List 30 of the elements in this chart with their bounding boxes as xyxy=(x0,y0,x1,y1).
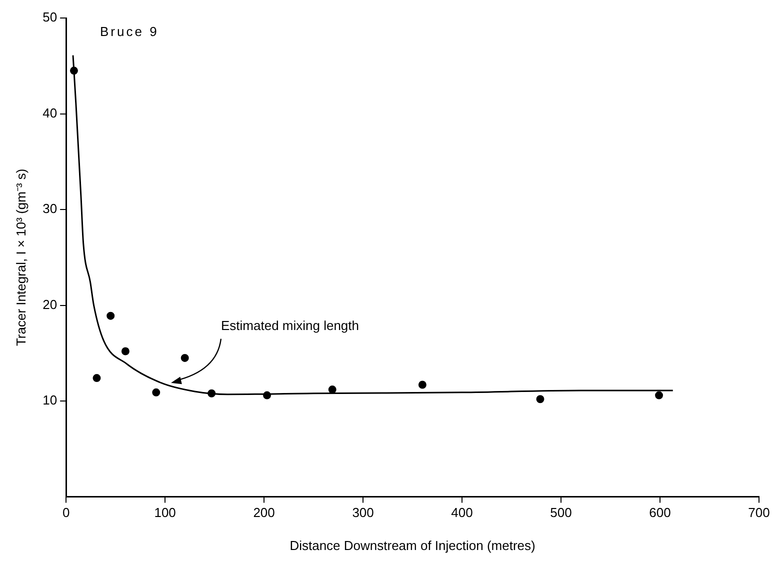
x-tick-label: 300 xyxy=(352,505,374,520)
x-tick-label: 700 xyxy=(748,505,770,520)
x-tick-label: 500 xyxy=(550,505,572,520)
point xyxy=(180,354,189,362)
point xyxy=(92,374,101,382)
point xyxy=(208,389,216,398)
x-tick-label: 600 xyxy=(649,505,671,520)
y-tick-label: 20 xyxy=(42,296,58,312)
line-series xyxy=(72,54,674,396)
point xyxy=(152,388,160,396)
point xyxy=(328,386,336,394)
point xyxy=(655,391,664,400)
annotation: Estimated mixing length xyxy=(220,318,360,333)
x-tick-label: 0 xyxy=(62,505,70,520)
point xyxy=(418,380,426,389)
y-tick-label: 40 xyxy=(42,105,58,120)
y-tick-label: 30 xyxy=(42,201,58,216)
point xyxy=(263,391,272,400)
point xyxy=(106,312,115,320)
point xyxy=(121,347,130,356)
point xyxy=(70,66,78,75)
x-axis-title: Distance Downstream of Injection (metres) xyxy=(290,538,536,553)
text: Bruce 9 xyxy=(100,24,159,39)
x-tick-label: 200 xyxy=(253,505,275,520)
x-tick-label: 100 xyxy=(154,505,176,520)
y-tick-label: 10 xyxy=(42,392,58,408)
y-axis-title: Tracer Integral, I × 10³ (gm⁻³ s) xyxy=(13,168,28,346)
x-tick-label: 400 xyxy=(451,505,473,520)
point xyxy=(536,395,544,404)
y-tick-label: 50 xyxy=(42,10,58,25)
